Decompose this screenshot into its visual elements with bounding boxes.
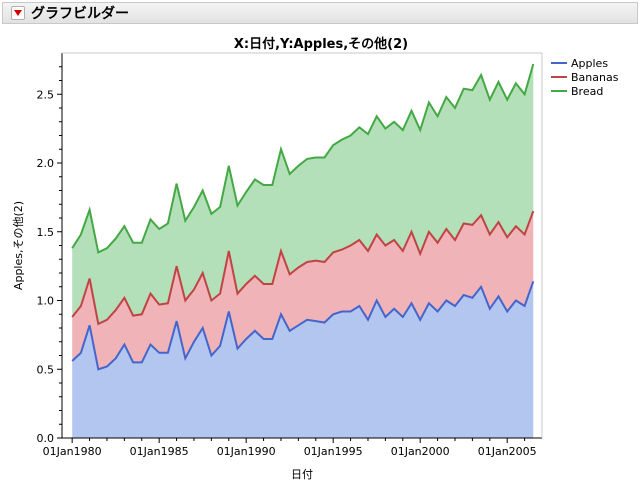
x-axis-label: 日付 [291, 468, 313, 481]
x-tick-label: 01Jan1980 [43, 445, 102, 458]
graph-builder-header: グラフビルダー [2, 2, 638, 24]
y-tick-label: 1.5 [37, 226, 55, 239]
y-tick-label: 2.5 [37, 88, 55, 101]
y-tick-label: 1.0 [37, 295, 55, 308]
x-tick-label: 01Jan2005 [478, 445, 537, 458]
x-tick-label: 01Jan1985 [130, 445, 189, 458]
y-tick-label: 0.0 [37, 432, 55, 445]
series-line-bread [71, 63, 535, 254]
legend-label-bread: Bread [571, 85, 603, 98]
series-line-apples [71, 280, 535, 371]
x-tick-label: 01Jan1990 [217, 445, 276, 458]
area-apples [72, 281, 534, 438]
legend-label-apples: Apples [571, 57, 608, 70]
graph-builder-title: グラフビルダー [31, 6, 129, 22]
x-tick-label: 01Jan2000 [391, 445, 450, 458]
y-axis-label: Apples,その他(2) [12, 201, 25, 290]
area-bread [72, 64, 534, 324]
x-tick-label: 01Jan1995 [304, 445, 363, 458]
series-line-bananas [71, 210, 535, 326]
y-tick-label: 0.5 [37, 363, 55, 376]
legend-label-bananas: Bananas [571, 71, 619, 84]
chart-title: X:日付,Y:Apples,その他(2) [233, 37, 409, 52]
y-tick-label: 2.0 [37, 157, 55, 170]
disclosure-triangle-icon[interactable] [11, 6, 25, 20]
